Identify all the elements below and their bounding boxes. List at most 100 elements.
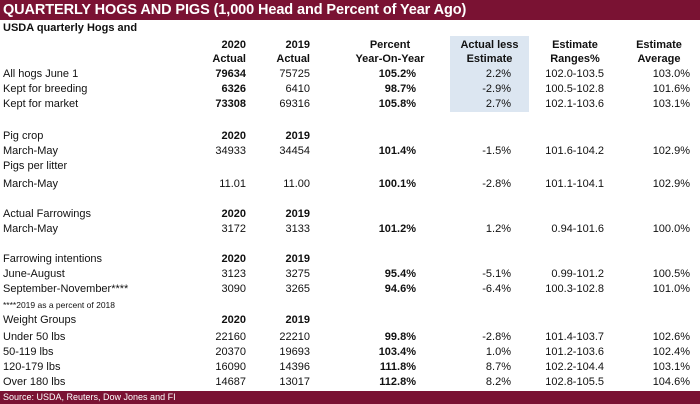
value-percent: 112.8% xyxy=(379,376,416,388)
section-year-2020: 2020 xyxy=(221,253,246,265)
value-average: 102.4% xyxy=(652,346,690,358)
footnote: ****2019 as a percent of 2018 xyxy=(3,300,116,310)
value-2019: 19693 xyxy=(279,346,310,358)
section-year-2019: 2019 xyxy=(285,253,310,265)
value-diff: -1.5% xyxy=(482,145,511,157)
value-percent: 105.8% xyxy=(378,98,416,110)
value-2019: 75725 xyxy=(279,68,310,80)
header-estimate: Estimate xyxy=(466,53,513,65)
table-subtitle: USDA quarterly Hogs and xyxy=(3,22,138,34)
value-2019: 3265 xyxy=(285,283,310,295)
value-diff: -2.9% xyxy=(482,83,511,95)
value-2020: 20370 xyxy=(215,346,246,358)
section-year-2020: 2020 xyxy=(221,130,246,142)
row-label: 120-179 lbs xyxy=(3,361,61,373)
value-diff: 2.7% xyxy=(485,98,511,110)
header-actual-less: Actual less xyxy=(460,39,519,51)
value-diff: 2.2% xyxy=(485,68,511,80)
section-year-2019: 2019 xyxy=(285,208,310,220)
value-range: 100.5-102.8 xyxy=(545,83,604,95)
value-percent: 95.4% xyxy=(384,268,416,280)
value-average: 101.6% xyxy=(652,83,690,95)
value-range: 102.2-104.4 xyxy=(545,361,604,373)
value-2020: 73308 xyxy=(215,98,246,110)
value-2020: 22160 xyxy=(215,331,246,343)
value-2020: 79634 xyxy=(215,68,246,80)
value-2019: 22210 xyxy=(279,331,310,343)
value-range: 0.94-101.6 xyxy=(551,223,604,235)
value-2019: 3275 xyxy=(285,268,310,280)
header-average: Average xyxy=(637,53,681,65)
value-percent: 98.7% xyxy=(384,83,416,95)
value-average: 100.5% xyxy=(652,268,690,280)
value-average: 101.0% xyxy=(652,283,690,295)
value-range: 101.1-104.1 xyxy=(545,178,604,190)
value-average: 102.6% xyxy=(652,331,690,343)
value-average: 104.6% xyxy=(652,376,690,388)
row-label: Kept for breeding xyxy=(3,83,88,95)
value-percent: 111.8% xyxy=(379,361,416,373)
value-2020: 34933 xyxy=(215,145,246,157)
header-percent: Percent xyxy=(369,39,411,51)
value-2020: 14687 xyxy=(215,376,246,388)
value-range: 100.3-102.8 xyxy=(545,283,604,295)
value-2019: 3133 xyxy=(285,223,310,235)
value-percent: 94.6% xyxy=(384,283,416,295)
row-label: March-May xyxy=(3,178,59,190)
header-estimate-ranges: Estimate xyxy=(552,39,598,51)
actual-less-estimate-highlight xyxy=(450,36,529,112)
value-2020: 3090 xyxy=(221,283,246,295)
value-2019: 6410 xyxy=(285,83,310,95)
row-label: 50-119 lbs xyxy=(3,346,54,358)
value-range: 102.1-103.6 xyxy=(545,98,604,110)
row-label: Under 50 lbs xyxy=(3,331,66,343)
header-2019: 2019 xyxy=(285,39,310,51)
value-range: 0.99-101.2 xyxy=(551,268,604,280)
value-diff: 8.2% xyxy=(485,376,511,388)
row-label: March-May xyxy=(3,223,59,235)
value-average: 103.1% xyxy=(652,98,690,110)
section-year-2019: 2019 xyxy=(285,314,310,326)
row-label: Over 180 lbs xyxy=(3,376,66,388)
value-average: 103.0% xyxy=(652,68,690,80)
value-2020: 11.01 xyxy=(219,178,246,190)
value-range: 102.0-103.5 xyxy=(545,68,604,80)
value-percent: 100.1% xyxy=(378,178,416,190)
value-percent: 101.2% xyxy=(378,223,416,235)
value-2019: 11.00 xyxy=(283,178,310,190)
section-pigs-per-litter: Pigs per litter xyxy=(3,160,68,172)
value-diff: -2.8% xyxy=(482,331,511,343)
header-year-on-year: Year-On-Year xyxy=(355,53,425,65)
value-2019: 69316 xyxy=(279,98,310,110)
value-diff: 8.7% xyxy=(485,361,511,373)
value-diff: -6.4% xyxy=(482,283,511,295)
source-banner: Source: USDA, Reuters, Dow Jones and FI xyxy=(0,391,700,404)
row-label: September-November**** xyxy=(3,283,129,295)
value-2019: 34454 xyxy=(279,145,310,157)
section-year-2020: 2020 xyxy=(221,314,246,326)
value-2019: 14396 xyxy=(279,361,310,373)
value-diff: -2.8% xyxy=(482,178,511,190)
table-title: QUARTERLY HOGS AND PIGS (1,000 Head and … xyxy=(3,2,467,18)
value-2020: 3123 xyxy=(221,268,246,280)
value-diff: -5.1% xyxy=(482,268,511,280)
row-label: March-May xyxy=(3,145,59,157)
value-range: 102.8-105.5 xyxy=(545,376,604,388)
header-actual-2020: Actual xyxy=(212,53,246,65)
value-percent: 103.4% xyxy=(378,346,416,358)
section-weight-groups: Weight Groups xyxy=(3,314,77,326)
row-label: Kept for market xyxy=(3,98,79,110)
section-pig-crop: Pig crop xyxy=(3,130,44,142)
value-2020: 16090 xyxy=(215,361,246,373)
section-year-2019: 2019 xyxy=(285,130,310,142)
header-actual-2019: Actual xyxy=(276,53,310,65)
value-average: 103.1% xyxy=(652,361,690,373)
section-farrowing-intentions: Farrowing intentions xyxy=(3,253,103,265)
value-2019: 13017 xyxy=(279,376,310,388)
title-banner xyxy=(0,0,700,20)
value-diff: 1.0% xyxy=(485,346,511,358)
section-year-2020: 2020 xyxy=(221,208,246,220)
value-percent: 99.8% xyxy=(384,331,416,343)
value-average: 100.0% xyxy=(652,223,690,235)
